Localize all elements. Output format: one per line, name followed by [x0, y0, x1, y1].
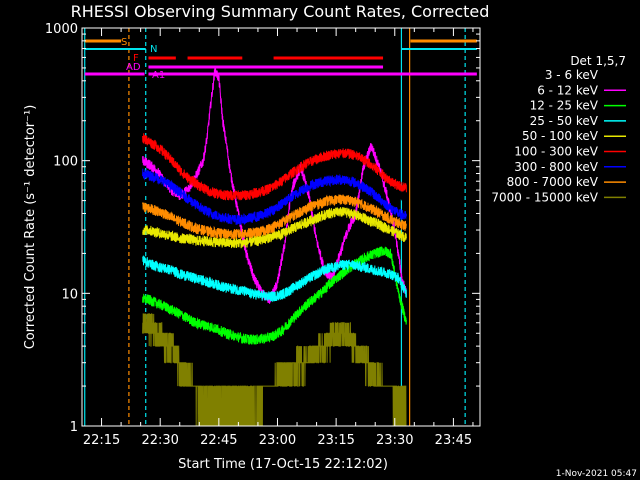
flag-label: F	[133, 53, 139, 64]
x-tick-label: 22:30	[141, 433, 178, 448]
plot-frame	[81, 27, 481, 427]
series-line-4	[142, 207, 407, 249]
legend-label: 800 - 7000 keV	[507, 175, 599, 189]
x-tick-label: 22:15	[83, 433, 120, 448]
legend-label: 100 - 300 keV	[514, 145, 598, 159]
series-line-3	[142, 255, 407, 303]
series-lines	[142, 66, 407, 427]
legend-label: 3 - 6 keV	[545, 68, 599, 82]
series-line-7	[142, 194, 407, 240]
y-tick-label: 10	[61, 287, 78, 302]
flag-label: N	[150, 44, 157, 55]
legend-label: 300 - 800 keV	[514, 160, 598, 174]
x-tick-label: 23:15	[317, 433, 354, 448]
x-tick-label: 23:30	[376, 433, 413, 448]
footer-timestamp: 1-Nov-2021 05:47	[556, 469, 637, 479]
series-line-1	[142, 66, 407, 304]
legend-label: 50 - 100 keV	[522, 129, 599, 143]
legend-label: 25 - 50 keV	[530, 114, 599, 128]
legend-label: 6 - 12 keV	[537, 83, 599, 97]
series-line-6	[142, 168, 407, 225]
flag-label: S	[121, 37, 127, 48]
legend-title: Det 1,5,7	[570, 54, 626, 68]
y-axis-label: Corrected Count Rate (s⁻¹ detector⁻¹)	[23, 105, 38, 350]
x-tick-label: 23:45	[435, 433, 472, 448]
legend-label: 7000 - 15000 keV	[491, 190, 598, 204]
y-tick-label: 100	[53, 155, 78, 170]
series-line-0	[142, 74, 407, 203]
series-line-8	[142, 313, 407, 427]
x-tick-label: 23:00	[259, 433, 296, 448]
flag-label: A1	[152, 70, 165, 81]
chart-title: RHESSI Observing Summary Count Rates, Co…	[71, 2, 490, 21]
x-axis-ticks: 22:15 22:30 22:45 23:00 23:15 23:30 23:45	[83, 28, 474, 448]
legend-label: 12 - 25 keV	[530, 99, 599, 113]
x-axis-label: Start Time (17-Oct-15 22:12:02)	[178, 457, 388, 472]
y-tick-label: 1	[70, 420, 78, 435]
x-tick-label: 22:45	[200, 433, 237, 448]
series-line-5	[142, 133, 407, 201]
y-tick-label: 1000	[45, 22, 78, 37]
y-axis-ticks: 1 10 100 1000	[45, 22, 480, 435]
flag-label: AD	[126, 62, 141, 73]
